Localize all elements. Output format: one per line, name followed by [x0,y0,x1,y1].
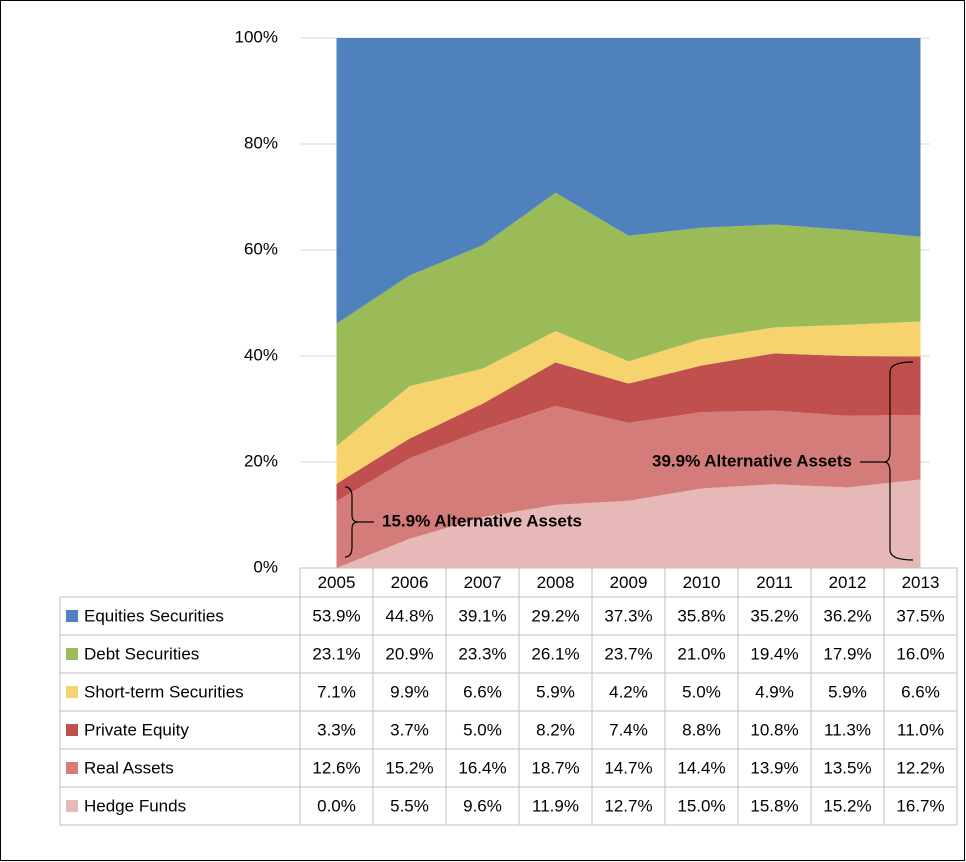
area [336,192,921,447]
data-label: 3.7% [390,720,429,739]
x-tick-label: 2011 [756,573,793,592]
data-label: 12.6% [312,758,360,777]
data-label: 23.1% [312,644,360,663]
legend-label: Real Assets [84,758,174,777]
data-label: 35.2% [750,606,798,625]
y-tick-label: 80% [244,133,278,152]
x-tick-label: 2007 [464,573,502,592]
data-label: 9.9% [390,682,429,701]
data-label: 35.8% [677,606,725,625]
data-label: 6.6% [463,682,502,701]
data-label: 16.0% [896,644,944,663]
y-tick-label: 0% [253,557,278,576]
legend-swatch [66,762,78,774]
data-label: 23.7% [604,644,652,663]
data-label: 26.1% [531,644,579,663]
area [336,38,921,324]
data-label: 10.8% [750,720,798,739]
data-label: 53.9% [312,606,360,625]
data-label: 19.4% [750,644,798,663]
data-label: 11.9% [532,796,579,815]
area [336,479,921,568]
data-label: 8.2% [536,720,575,739]
data-label: 44.8% [385,606,433,625]
data-label: 15.8% [750,796,798,815]
data-label: 23.3% [458,644,506,663]
data-label: 14.7% [604,758,652,777]
data-label: 17.9% [823,644,871,663]
data-label: 37.5% [896,606,944,625]
data-label: 5.5% [390,796,429,815]
legend-label: Private Equity [84,720,189,739]
x-tick-label: 2009 [610,573,648,592]
annotation: 39.9% Alternative Assets [652,451,852,470]
y-tick-label: 100% [235,27,278,46]
legend-label: Hedge Funds [84,796,186,815]
legend-swatch [66,724,78,736]
data-label: 14.4% [677,758,725,777]
data-label: 7.4% [609,720,648,739]
legend-swatch [66,686,78,698]
data-label: 16.7% [896,796,944,815]
data-label: 21.0% [677,644,725,663]
legend-swatch [66,610,78,622]
data-label: 9.6% [463,796,502,815]
legend-label: Equities Securities [84,606,224,625]
data-label: 18.7% [531,758,579,777]
data-label: 16.4% [458,758,506,777]
data-label: 37.3% [604,606,652,625]
data-label: 8.8% [682,720,721,739]
annotation: 15.9% Alternative Assets [382,511,582,530]
x-tick-label: 2008 [537,573,575,592]
legend-swatch [66,800,78,812]
data-label: 4.9% [755,682,794,701]
y-tick-label: 20% [244,451,278,470]
y-tick-label: 60% [244,239,278,258]
data-label: 5.9% [536,682,575,701]
legend-label: Short-term Securities [84,682,244,701]
data-label: 5.9% [828,682,867,701]
data-label: 11.3% [824,720,871,739]
data-label: 20.9% [385,644,433,663]
area [336,405,921,568]
data-label: 5.0% [463,720,502,739]
data-label: 15.2% [823,796,871,815]
data-label: 7.1% [317,682,356,701]
y-tick-label: 40% [244,345,278,364]
x-tick-label: 2006 [391,573,429,592]
data-label: 5.0% [682,682,721,701]
data-label: 11.0% [897,720,944,739]
area [336,353,921,502]
legend-swatch [66,648,78,660]
data-label: 4.2% [609,682,648,701]
data-label: 6.6% [901,682,940,701]
x-tick-label: 2013 [902,573,940,592]
data-label: 29.2% [531,606,579,625]
data-label: 39.1% [458,606,506,625]
data-label: 12.7% [604,796,652,815]
data-label: 13.9% [750,758,798,777]
area [336,321,921,484]
data-label: 15.0% [677,796,725,815]
x-tick-label: 2012 [829,573,867,592]
data-label: 0.0% [317,796,356,815]
data-label: 3.3% [317,720,356,739]
data-label: 36.2% [823,606,871,625]
data-label: 13.5% [823,758,871,777]
x-tick-label: 2005 [318,573,356,592]
x-tick-label: 2010 [683,573,721,592]
legend-label: Debt Securities [84,644,199,663]
data-label: 15.2% [385,758,433,777]
data-label: 12.2% [896,758,944,777]
